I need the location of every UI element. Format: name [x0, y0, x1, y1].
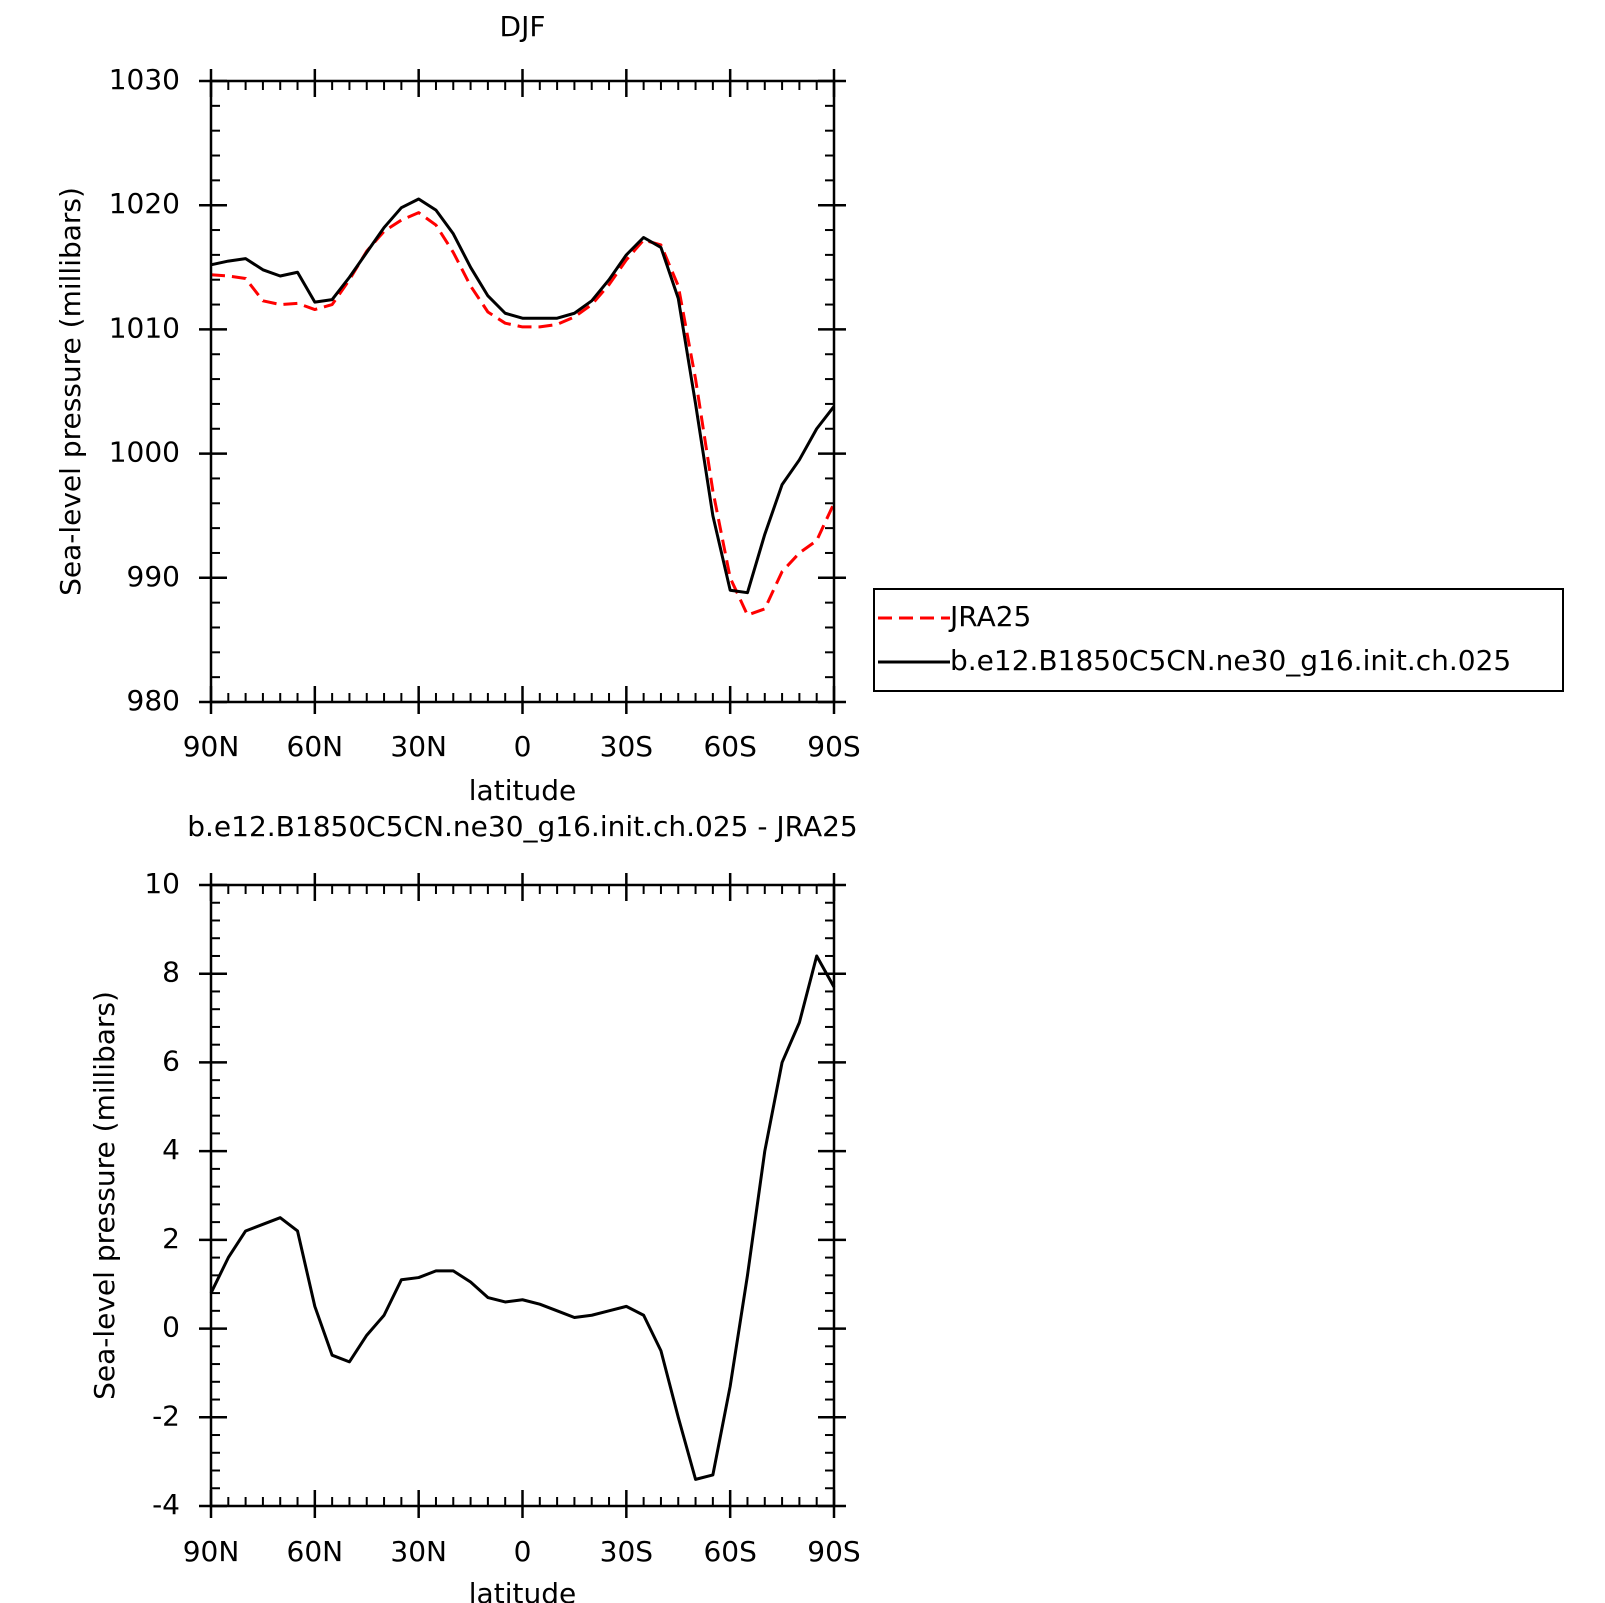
legend-label: JRA25: [948, 600, 1031, 633]
x-tick-label: 90N: [183, 730, 240, 763]
x-tick-label: 60N: [287, 1535, 344, 1568]
data-line: [210, 197, 836, 595]
x-tick-label: 30S: [600, 730, 653, 763]
x-axis-label: latitude: [469, 1577, 576, 1603]
y-tick-label: 10: [144, 867, 180, 900]
y-tick-label: -2: [152, 1399, 180, 1432]
legend-label: b.e12.B1850C5CN.ne30_g16.init.ch.025: [950, 644, 1511, 677]
y-tick-label: 1000: [109, 436, 180, 469]
x-tick-label: 30N: [390, 1535, 447, 1568]
legend-box: [873, 588, 1564, 692]
data-line: [210, 211, 836, 617]
y-axis-label: Sea-level pressure (millibars): [54, 187, 87, 596]
y-tick-label: 1010: [109, 311, 180, 344]
x-tick-label: 60N: [287, 730, 344, 763]
x-tick-label: 30N: [390, 730, 447, 763]
chart-title: b.e12.B1850C5CN.ne30_g16.init.ch.025 - J…: [187, 810, 858, 843]
plot-frame: [209, 883, 836, 1508]
y-tick-label: 6: [162, 1044, 180, 1077]
plot-frame: [209, 79, 836, 704]
y-tick-label: -4: [152, 1488, 180, 1521]
x-tick-label: 90S: [807, 730, 860, 763]
y-tick-label: 990: [127, 560, 180, 593]
x-axis-label: latitude: [469, 774, 576, 807]
data-line: [209, 954, 836, 1481]
y-tick-label: 1020: [109, 187, 180, 220]
x-tick-label: 90S: [807, 1535, 860, 1568]
y-tick-label: 8: [162, 956, 180, 989]
x-tick-label: 90N: [183, 1535, 240, 1568]
y-tick-label: 1030: [109, 63, 180, 96]
x-tick-label: 60S: [703, 730, 756, 763]
x-tick-label: 0: [514, 730, 532, 763]
y-axis-label: Sea-level pressure (millibars): [88, 991, 121, 1400]
chart-title: DJF: [500, 10, 546, 43]
y-tick-label: 2: [162, 1222, 180, 1255]
y-tick-label: 0: [162, 1311, 180, 1344]
x-tick-label: 60S: [703, 1535, 756, 1568]
y-tick-label: 980: [127, 684, 180, 717]
x-tick-label: 0: [514, 1535, 532, 1568]
x-tick-label: 30S: [600, 1535, 653, 1568]
y-tick-label: 4: [162, 1133, 180, 1166]
